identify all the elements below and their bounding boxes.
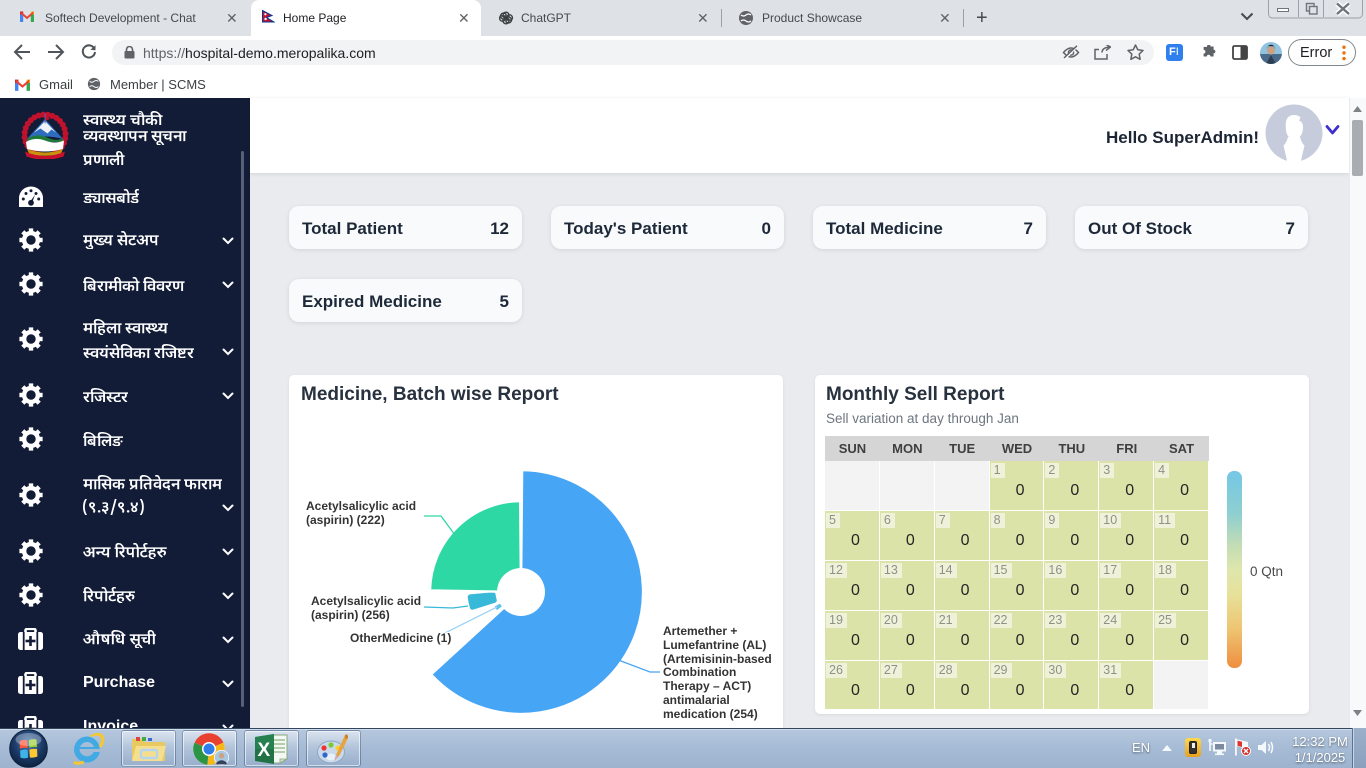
svg-text:X: X	[258, 740, 271, 761]
